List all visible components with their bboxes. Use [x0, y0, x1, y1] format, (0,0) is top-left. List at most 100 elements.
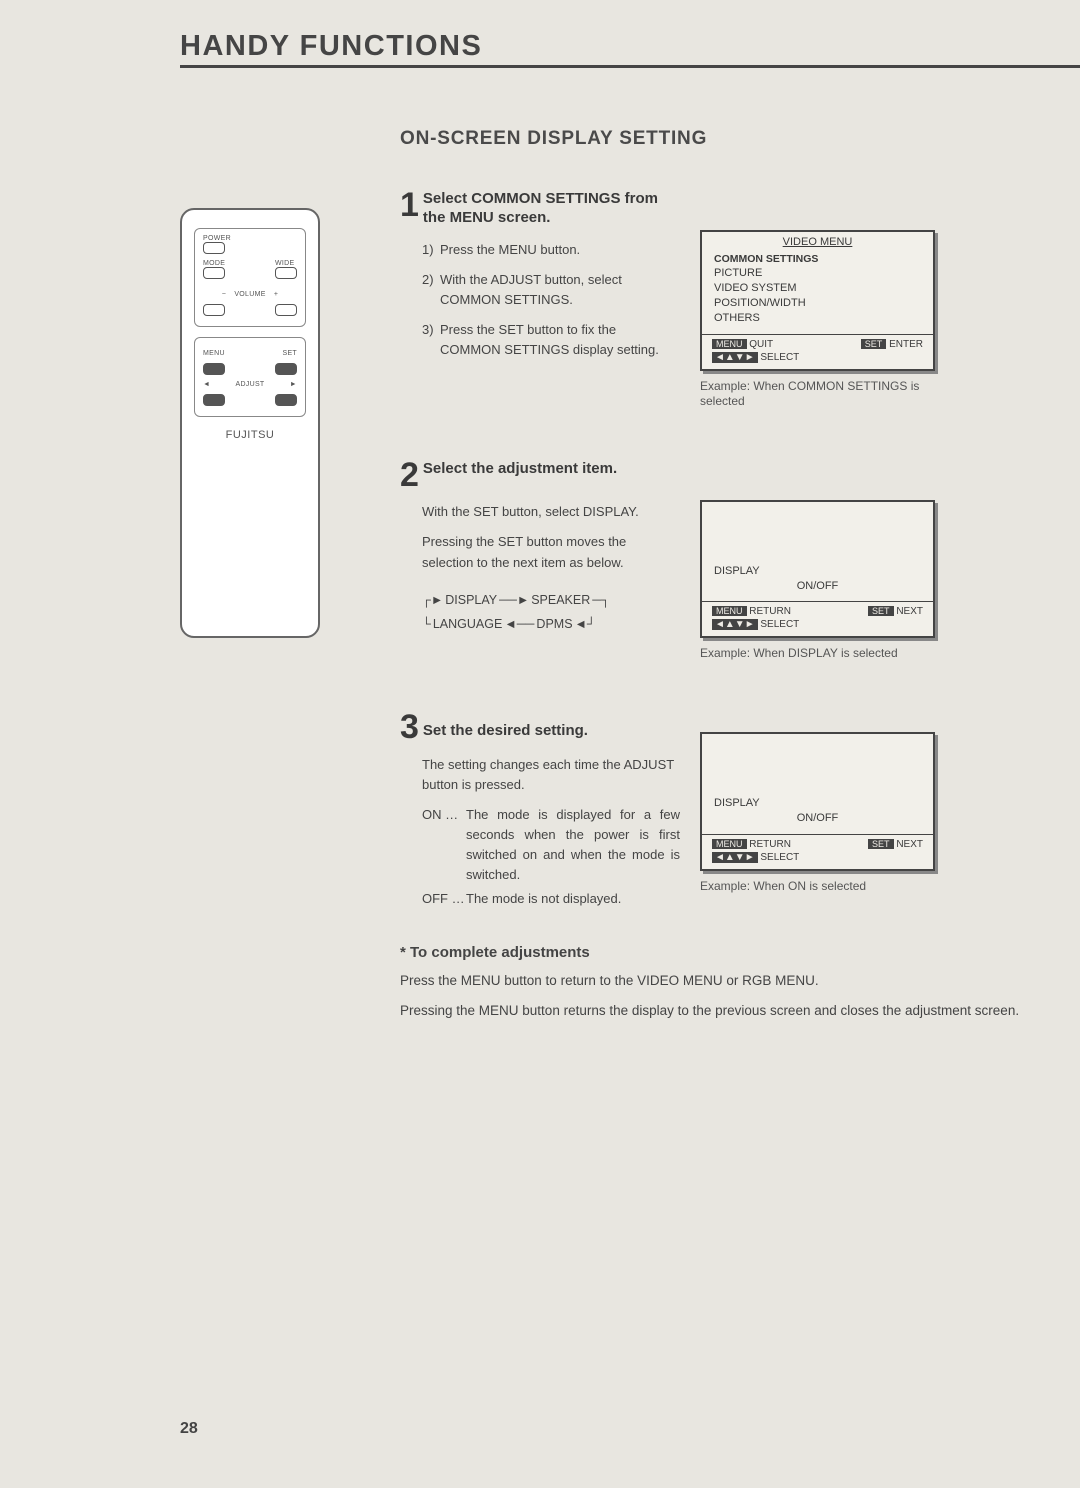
step-2-p2: Pressing the SET button moves the select…	[422, 532, 680, 572]
menu-button	[203, 363, 225, 375]
footer-p2: Pressing the MENU button returns the dis…	[400, 1001, 1070, 1021]
opt-off-text: The mode is not displayed.	[466, 889, 621, 909]
step-1-num: 1	[400, 190, 419, 221]
step-2-num: 2	[400, 460, 419, 491]
footer-section: * To complete adjustments Press the MENU…	[400, 944, 1080, 1022]
opt-off-key: OFF	[422, 891, 448, 906]
step-1-item-2: 2)With the ADJUST button, select COMMON …	[422, 270, 680, 310]
step-1-item-1: 1)Press the MENU button.	[422, 240, 680, 260]
cycle-2: SPEAKER	[531, 589, 590, 613]
osd-1-set-chip: SET	[861, 339, 887, 349]
power-label: POWER	[203, 235, 297, 242]
osd-1-foot: MENU QUIT ◄▲▼► SELECT SET ENTER	[702, 334, 933, 369]
mode-label: MODE	[203, 260, 225, 267]
osd-3-menu-chip: MENU	[712, 839, 747, 849]
opt-off-sep: …	[452, 891, 465, 906]
osd-1-body: COMMON SETTINGS PICTURE VIDEO SYSTEM POS…	[702, 250, 933, 334]
wide-label: WIDE	[275, 260, 297, 267]
vol-label: VOLUME	[234, 291, 265, 298]
osd-3-line-0: DISPLAY	[714, 796, 921, 811]
remote-box-upper: POWER MODE WIDE − VOLU	[194, 228, 306, 327]
vol-minus: −	[222, 291, 226, 298]
osd-1-quit: QUIT	[749, 339, 773, 350]
power-button	[203, 242, 225, 254]
step-1-body: 1)Press the MENU button. 2)With the ADJU…	[400, 228, 680, 361]
remote-diagram: POWER MODE WIDE − VOLU	[180, 208, 320, 638]
osd-3-body: DISPLAY ON/OFF	[702, 794, 933, 834]
osd-1-line-0: COMMON SETTINGS	[714, 252, 921, 266]
step-1-item-1-text: Press the MENU button.	[440, 240, 580, 260]
osd-1-caption: Example: When COMMON SETTINGS is selecte…	[700, 379, 960, 410]
step-3-body: The setting changes each time the ADJUST…	[400, 743, 680, 795]
step-3-title: Set the desired setting.	[400, 712, 680, 741]
opt-on-text: The mode is displayed for a few seconds …	[466, 805, 680, 886]
step-2-p1: With the SET button, select DIS­PLAY.	[422, 502, 680, 522]
step-2-body: With the SET button, select DIS­PLAY. Pr…	[400, 490, 680, 572]
step-3-figure: DISPLAY ON/OFF MENU RETURN ◄▲▼► SELECT S…	[700, 712, 960, 914]
step-1-item-3-text: Press the SET button to fix the COMMON S…	[440, 320, 680, 360]
osd-3-arrows-icon: ◄▲▼►	[712, 852, 758, 863]
osd-1-line-4: OTHERS	[714, 311, 921, 326]
osd-2-menu-chip: MENU	[712, 606, 747, 616]
content: POWER MODE WIDE − VOLU	[180, 128, 1080, 1031]
step-3: 3 Set the desired setting. The setting c…	[400, 712, 1080, 914]
step-1-text: 1 Select COMMON SET­TINGS from the MENU …	[400, 190, 680, 410]
wide-button	[275, 267, 297, 279]
cycle-1: DISPLAY	[445, 589, 497, 613]
remote-box-lower: MENU SET ◄ ADJUST ►	[194, 337, 306, 417]
step-1: 1 Select COMMON SET­TINGS from the MENU …	[400, 190, 1080, 410]
osd-2-body: DISPLAY ON/OFF	[702, 562, 933, 602]
osd-2-arrows-icon: ◄▲▼►	[712, 619, 758, 630]
opt-on-sep: …	[445, 807, 458, 822]
step-3-num: 3	[400, 712, 419, 743]
step-3-opts: ON … The mode is displayed for a few sec…	[400, 805, 680, 910]
osd-1-arrows-icon: ◄▲▼►	[712, 352, 758, 363]
page-title: HANDY FUNCTIONS	[180, 30, 1080, 68]
osd-3-select: SELECT	[760, 852, 799, 863]
osd-1-line-2: VIDEO SYSTEM	[714, 281, 921, 296]
page: HANDY FUNCTIONS POWER MODE WIDE	[0, 0, 1080, 1061]
osd-2-line-0: DISPLAY	[714, 564, 921, 579]
osd-3-return: RETURN	[749, 839, 791, 850]
osd-3-caption: Example: When ON is selected	[700, 879, 960, 895]
mode-button	[203, 267, 225, 279]
osd-3-line-1: ON/OFF	[714, 811, 921, 826]
step-2: 2 Select the adjustment item. With the S…	[400, 460, 1080, 662]
osd-2-blank	[702, 502, 933, 562]
osd-2-set-chip: SET	[868, 606, 894, 616]
section-title: ON-SCREEN DISPLAY SETTING	[400, 128, 1080, 150]
osd-2-foot: MENU RETURN ◄▲▼► SELECT SET NEXT	[702, 601, 933, 636]
osd-1-select: SELECT	[760, 352, 799, 363]
cycle-diagram: ┌►DISPLAY──►SPEAKER─┐ └LANGUAGE◄──DPMS◄┘	[400, 589, 680, 637]
osd-2: DISPLAY ON/OFF MENU RETURN ◄▲▼► SELECT S…	[700, 500, 935, 639]
page-number: 28	[180, 1420, 198, 1438]
vol-plus: +	[274, 291, 278, 298]
osd-1-line-3: POSITION/WIDTH	[714, 296, 921, 311]
footer-title: * To complete adjustments	[400, 944, 1070, 961]
osd-2-return: RETURN	[749, 606, 791, 617]
set-label: SET	[282, 350, 297, 357]
osd-3-blank	[702, 734, 933, 794]
vol-down-button	[203, 304, 225, 316]
opt-off: OFF … The mode is not displayed.	[422, 889, 680, 909]
osd-3-foot: MENU RETURN ◄▲▼► SELECT SET NEXT	[702, 834, 933, 869]
osd-3-set-chip: SET	[868, 839, 894, 849]
brand-label: FUJITSU	[194, 429, 306, 441]
osd-2-select: SELECT	[760, 619, 799, 630]
step-1-item-3: 3)Press the SET button to fix the COMMON…	[422, 320, 680, 360]
step-2-figure: DISPLAY ON/OFF MENU RETURN ◄▲▼► SELECT S…	[700, 460, 960, 662]
vol-up-button	[275, 304, 297, 316]
osd-1-menu-chip: MENU	[712, 339, 747, 349]
adjust-label: ADJUST	[235, 381, 264, 388]
step-1-item-2-text: With the ADJUST button, select COMMON SE…	[440, 270, 680, 310]
menu-label: MENU	[203, 350, 225, 357]
opt-on-key: ON	[422, 807, 442, 822]
adj-left-icon: ◄	[203, 381, 210, 388]
osd-1-line-1: PICTURE	[714, 266, 921, 281]
osd-3-next: NEXT	[896, 839, 923, 850]
set-button	[275, 363, 297, 375]
step-1-title: Select COMMON SET­TINGS from the MENU sc…	[400, 190, 680, 228]
osd-2-next: NEXT	[896, 606, 923, 617]
osd-2-line-1: ON/OFF	[714, 579, 921, 594]
osd-3: DISPLAY ON/OFF MENU RETURN ◄▲▼► SELECT S…	[700, 732, 935, 871]
